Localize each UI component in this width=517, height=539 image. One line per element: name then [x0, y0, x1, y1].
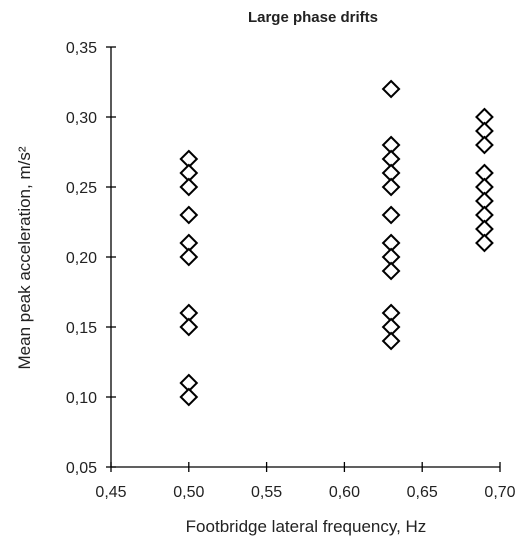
data-point	[179, 247, 199, 267]
y-axis: 0,05 0,10 0,15 0,20 0,25 0,30 0,35	[66, 40, 116, 477]
data-point	[475, 135, 494, 155]
chart-title: Large phase drifts	[248, 9, 378, 26]
data-points	[179, 79, 494, 407]
y-tick-label: 0,05	[66, 460, 97, 477]
data-point	[475, 233, 494, 253]
x-tick-label: 0,50	[173, 484, 204, 501]
data-point	[381, 205, 401, 225]
data-point	[381, 261, 401, 281]
y-tick-label: 0,25	[66, 180, 97, 197]
data-point	[381, 79, 401, 99]
x-tick-label: 0,65	[407, 484, 438, 501]
data-point	[381, 331, 401, 351]
data-point	[179, 387, 199, 407]
x-tick-label: 0,45	[95, 484, 126, 501]
x-tick-label: 0,70	[484, 484, 515, 501]
data-point	[179, 205, 199, 225]
y-tick-label: 0,10	[66, 390, 97, 407]
y-tick-label: 0,30	[66, 110, 97, 127]
data-point	[179, 177, 199, 197]
y-axis-label: Mean peak acceleration, m/s²	[15, 146, 34, 369]
x-tick-label: 0,60	[329, 484, 360, 501]
x-axis-label: Footbridge lateral frequency, Hz	[186, 517, 427, 536]
x-tick-label: 0,55	[251, 484, 282, 501]
y-tick-label: 0,35	[66, 40, 97, 57]
x-axis: 0,45 0,50 0,55 0,60 0,65 0,70	[95, 462, 516, 501]
y-tick-label: 0,20	[66, 250, 97, 267]
data-point	[179, 317, 199, 337]
data-point	[381, 177, 401, 197]
y-tick-label: 0,15	[66, 320, 97, 337]
